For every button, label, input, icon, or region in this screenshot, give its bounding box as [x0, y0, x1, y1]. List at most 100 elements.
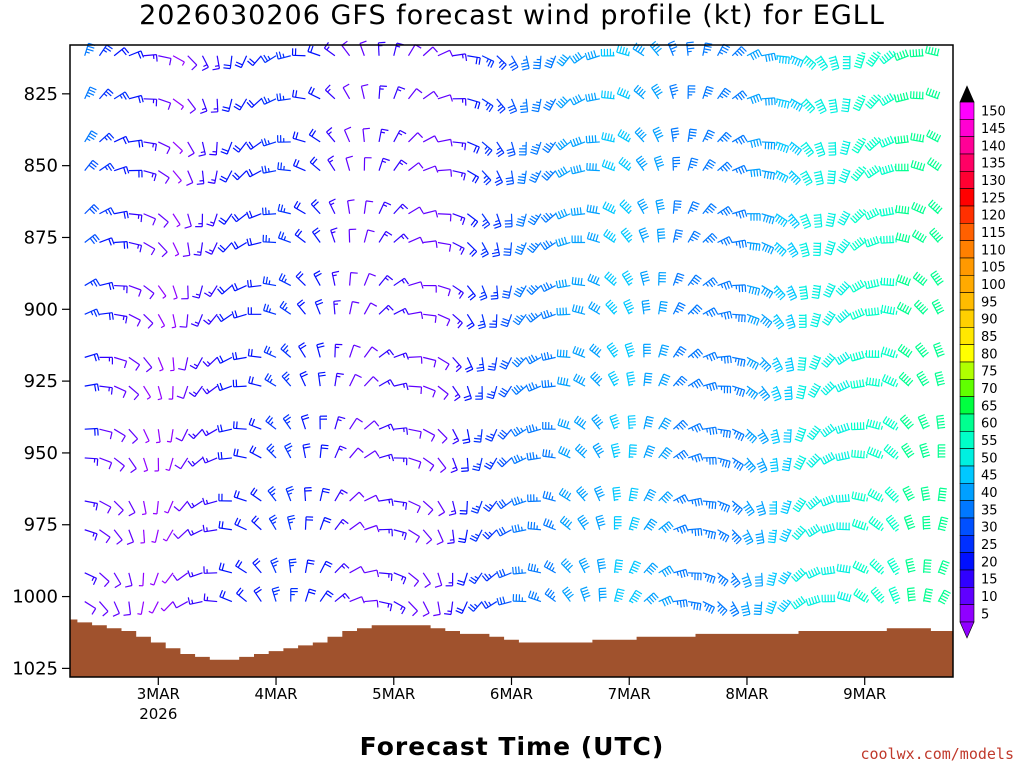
- barb-flag: [87, 45, 95, 49]
- barb-flag: [866, 142, 873, 149]
- barb-flag: [825, 249, 833, 253]
- wind-barb: [219, 589, 233, 603]
- barb-flag: [724, 163, 731, 170]
- barb-staff: [393, 130, 401, 143]
- barb-flag: [400, 159, 408, 165]
- barb-flag: [855, 561, 860, 569]
- barb-flag: [938, 499, 946, 502]
- barb-flag: [616, 45, 620, 53]
- barb-half-flag: [192, 391, 197, 395]
- barb-flag: [911, 229, 917, 237]
- barb-flag: [260, 97, 265, 105]
- barb-flag: [767, 605, 775, 609]
- wind-barb: [84, 204, 100, 215]
- barb-flag: [478, 326, 486, 330]
- wind-barb: [605, 299, 618, 315]
- barb-flag: [800, 99, 807, 105]
- barb-staff: [882, 98, 895, 107]
- wind-barb: [878, 93, 897, 107]
- barb-flag: [623, 160, 629, 167]
- barb-half-flag: [385, 306, 390, 311]
- barb-flag: [850, 381, 853, 389]
- wind-barb: [280, 343, 292, 358]
- barb-flag: [791, 57, 796, 65]
- barb-flag: [530, 151, 538, 155]
- barb-flag: [699, 603, 702, 611]
- barb-half-flag: [398, 132, 403, 136]
- barb-flag: [872, 588, 879, 595]
- barb-flag: [557, 376, 560, 384]
- barb-flag: [732, 580, 739, 586]
- wind-barb: [598, 587, 607, 602]
- barb-flag: [487, 368, 495, 371]
- barb-half-flag: [880, 425, 883, 430]
- barb-staff: [128, 313, 141, 321]
- barb-flag: [418, 461, 422, 469]
- barb-flag: [307, 562, 315, 565]
- barb-flag: [819, 63, 827, 69]
- barb-flag: [516, 454, 521, 462]
- wind-barb: [805, 523, 821, 538]
- barb-flag: [505, 177, 513, 180]
- wind-barb: [849, 307, 868, 320]
- wind-barb: [157, 357, 164, 372]
- barb-staff: [586, 210, 600, 215]
- wind-barb: [143, 285, 155, 300]
- barb-flag: [324, 563, 332, 568]
- barb-flag: [902, 445, 910, 451]
- barb-flag: [615, 597, 623, 600]
- barb-staff: [866, 383, 880, 387]
- barb-half-flag: [535, 214, 540, 218]
- barb-flag: [577, 94, 583, 101]
- barb-flag: [252, 489, 258, 496]
- barb-flag: [530, 215, 538, 221]
- barb-flag: [92, 159, 99, 166]
- wind-barb: [688, 600, 702, 611]
- barb-flag: [788, 294, 796, 299]
- wind-barb: [300, 414, 310, 430]
- barb-flag: [854, 171, 861, 177]
- barb-flag: [292, 158, 297, 166]
- barb-flag: [542, 148, 549, 154]
- barb-flag: [897, 343, 903, 351]
- barb-half-flag: [789, 142, 793, 147]
- wind-barb: [84, 601, 97, 615]
- wind-barb: [216, 382, 233, 392]
- barb-half-flag: [535, 383, 538, 388]
- wind-barb: [601, 159, 616, 172]
- wind-barb: [866, 446, 884, 459]
- barb-staff: [218, 527, 232, 531]
- barb-staff: [84, 529, 98, 535]
- barb-staff: [393, 307, 406, 315]
- barb-flag: [90, 162, 97, 168]
- barb-flag: [748, 511, 755, 517]
- barb-half-flag: [209, 249, 214, 253]
- barb-flag: [869, 419, 873, 427]
- barb-staff: [746, 313, 760, 320]
- barb-flag: [493, 222, 501, 227]
- wind-barb: [218, 520, 232, 531]
- barb-flag: [218, 219, 225, 225]
- barb-flag: [651, 83, 658, 89]
- barb-staff: [250, 493, 262, 502]
- barb-flag: [823, 525, 827, 533]
- barb-flag: [657, 228, 665, 231]
- wind-barb: [623, 299, 635, 315]
- barb-staff: [143, 213, 156, 220]
- barb-staff: [253, 590, 262, 602]
- barb-staff: [308, 134, 321, 143]
- barb-staff: [84, 572, 97, 579]
- wind-barb: [176, 385, 189, 399]
- wind-barb: [221, 98, 233, 113]
- barb-staff: [658, 447, 667, 459]
- barb-flag: [813, 355, 821, 359]
- wind-barb: [569, 51, 586, 64]
- barb-flag: [532, 103, 540, 107]
- barb-staff: [452, 313, 463, 324]
- wind-barb: [496, 457, 512, 468]
- barb-staff: [823, 457, 836, 465]
- barb-flag: [481, 253, 489, 258]
- barb-flag: [280, 232, 285, 240]
- barb-flag: [496, 502, 502, 510]
- barb-staff: [198, 285, 204, 299]
